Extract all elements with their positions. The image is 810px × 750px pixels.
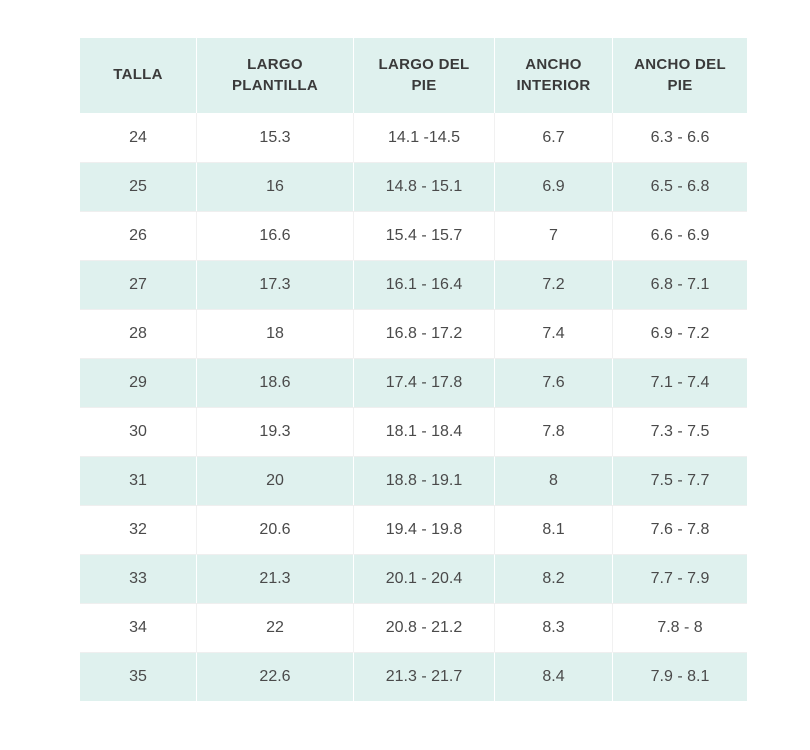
column-header-label: LARGO PLANTILLA — [231, 56, 319, 94]
cell-ancho-del-pie: 6.3 - 6.6 — [613, 113, 747, 162]
cell-talla: 29 — [80, 358, 197, 407]
cell-largo-del-pie: 15.4 - 15.7 — [354, 211, 495, 260]
cell-ancho-interior: 7 — [495, 211, 613, 260]
cell-ancho-del-pie: 7.5 - 7.7 — [613, 456, 747, 505]
table-row: 32 20.6 19.4 - 19.8 8.1 7.6 - 7.8 — [80, 505, 747, 554]
cell-largo-plantilla: 16 — [197, 162, 354, 211]
cell-ancho-interior: 6.9 — [495, 162, 613, 211]
cell-talla: 24 — [80, 113, 197, 162]
table-row: 29 18.6 17.4 - 17.8 7.6 7.1 - 7.4 — [80, 358, 747, 407]
cell-talla: 26 — [80, 211, 197, 260]
table-row: 24 15.3 14.1 -14.5 6.7 6.3 - 6.6 — [80, 113, 747, 162]
cell-talla: 34 — [80, 603, 197, 652]
cell-ancho-interior: 7.2 — [495, 260, 613, 309]
header-row: TALLA LARGO PLANTILLA LARGO DEL PIE ANCH… — [80, 38, 747, 113]
cell-largo-del-pie: 18.1 - 18.4 — [354, 407, 495, 456]
table-row: 33 21.3 20.1 - 20.4 8.2 7.7 - 7.9 — [80, 554, 747, 603]
column-header-ancho-interior: ANCHO INTERIOR — [495, 38, 613, 113]
column-header-label: LARGO DEL PIE — [378, 56, 470, 94]
cell-talla: 31 — [80, 456, 197, 505]
table-row: 34 22 20.8 - 21.2 8.3 7.8 - 8 — [80, 603, 747, 652]
cell-ancho-del-pie: 6.5 - 6.8 — [613, 162, 747, 211]
cell-talla: 25 — [80, 162, 197, 211]
cell-ancho-interior: 7.4 — [495, 309, 613, 358]
cell-talla: 35 — [80, 652, 197, 701]
column-header-label: ANCHO DEL PIE — [634, 56, 726, 94]
cell-ancho-del-pie: 6.6 - 6.9 — [613, 211, 747, 260]
column-header-label: TALLA — [113, 66, 163, 84]
cell-ancho-interior: 8.1 — [495, 505, 613, 554]
cell-ancho-interior: 7.8 — [495, 407, 613, 456]
cell-largo-plantilla: 18 — [197, 309, 354, 358]
cell-ancho-interior: 8.2 — [495, 554, 613, 603]
table-row: 30 19.3 18.1 - 18.4 7.8 7.3 - 7.5 — [80, 407, 747, 456]
column-header-ancho-del-pie: ANCHO DEL PIE — [613, 38, 747, 113]
cell-ancho-interior: 8 — [495, 456, 613, 505]
cell-talla: 28 — [80, 309, 197, 358]
cell-ancho-del-pie: 7.3 - 7.5 — [613, 407, 747, 456]
cell-largo-plantilla: 18.6 — [197, 358, 354, 407]
cell-largo-plantilla: 20.6 — [197, 505, 354, 554]
cell-talla: 32 — [80, 505, 197, 554]
cell-ancho-interior: 8.3 — [495, 603, 613, 652]
cell-largo-del-pie: 20.8 - 21.2 — [354, 603, 495, 652]
cell-largo-plantilla: 22 — [197, 603, 354, 652]
cell-talla: 27 — [80, 260, 197, 309]
cell-ancho-del-pie: 7.8 - 8 — [613, 603, 747, 652]
column-header-largo-plantilla: LARGO PLANTILLA — [197, 38, 354, 113]
cell-largo-del-pie: 16.1 - 16.4 — [354, 260, 495, 309]
table-row: 26 16.6 15.4 - 15.7 7 6.6 - 6.9 — [80, 211, 747, 260]
cell-talla: 33 — [80, 554, 197, 603]
cell-largo-del-pie: 19.4 - 19.8 — [354, 505, 495, 554]
cell-ancho-del-pie: 7.7 - 7.9 — [613, 554, 747, 603]
table-row: 25 16 14.8 - 15.1 6.9 6.5 - 6.8 — [80, 162, 747, 211]
cell-ancho-del-pie: 7.6 - 7.8 — [613, 505, 747, 554]
cell-talla: 30 — [80, 407, 197, 456]
cell-ancho-del-pie: 6.8 - 7.1 — [613, 260, 747, 309]
cell-largo-plantilla: 22.6 — [197, 652, 354, 701]
cell-ancho-del-pie: 6.9 - 7.2 — [613, 309, 747, 358]
cell-largo-del-pie: 14.1 -14.5 — [354, 113, 495, 162]
cell-largo-del-pie: 16.8 - 17.2 — [354, 309, 495, 358]
table-row: 31 20 18.8 - 19.1 8 7.5 - 7.7 — [80, 456, 747, 505]
size-chart-container: TALLA LARGO PLANTILLA LARGO DEL PIE ANCH… — [80, 38, 747, 701]
cell-largo-del-pie: 17.4 - 17.8 — [354, 358, 495, 407]
cell-largo-del-pie: 14.8 - 15.1 — [354, 162, 495, 211]
cell-largo-plantilla: 19.3 — [197, 407, 354, 456]
cell-largo-plantilla: 21.3 — [197, 554, 354, 603]
column-header-talla: TALLA — [80, 38, 197, 113]
size-table: TALLA LARGO PLANTILLA LARGO DEL PIE ANCH… — [80, 38, 747, 701]
cell-largo-plantilla: 15.3 — [197, 113, 354, 162]
column-header-largo-del-pie: LARGO DEL PIE — [354, 38, 495, 113]
cell-largo-plantilla: 17.3 — [197, 260, 354, 309]
cell-largo-plantilla: 20 — [197, 456, 354, 505]
cell-largo-del-pie: 20.1 - 20.4 — [354, 554, 495, 603]
cell-ancho-interior: 6.7 — [495, 113, 613, 162]
cell-ancho-del-pie: 7.9 - 8.1 — [613, 652, 747, 701]
cell-largo-del-pie: 18.8 - 19.1 — [354, 456, 495, 505]
cell-largo-del-pie: 21.3 - 21.7 — [354, 652, 495, 701]
cell-ancho-del-pie: 7.1 - 7.4 — [613, 358, 747, 407]
cell-largo-plantilla: 16.6 — [197, 211, 354, 260]
column-header-label: ANCHO INTERIOR — [516, 56, 591, 94]
cell-ancho-interior: 8.4 — [495, 652, 613, 701]
table-row: 28 18 16.8 - 17.2 7.4 6.9 - 7.2 — [80, 309, 747, 358]
table-row: 27 17.3 16.1 - 16.4 7.2 6.8 - 7.1 — [80, 260, 747, 309]
cell-ancho-interior: 7.6 — [495, 358, 613, 407]
table-row: 35 22.6 21.3 - 21.7 8.4 7.9 - 8.1 — [80, 652, 747, 701]
